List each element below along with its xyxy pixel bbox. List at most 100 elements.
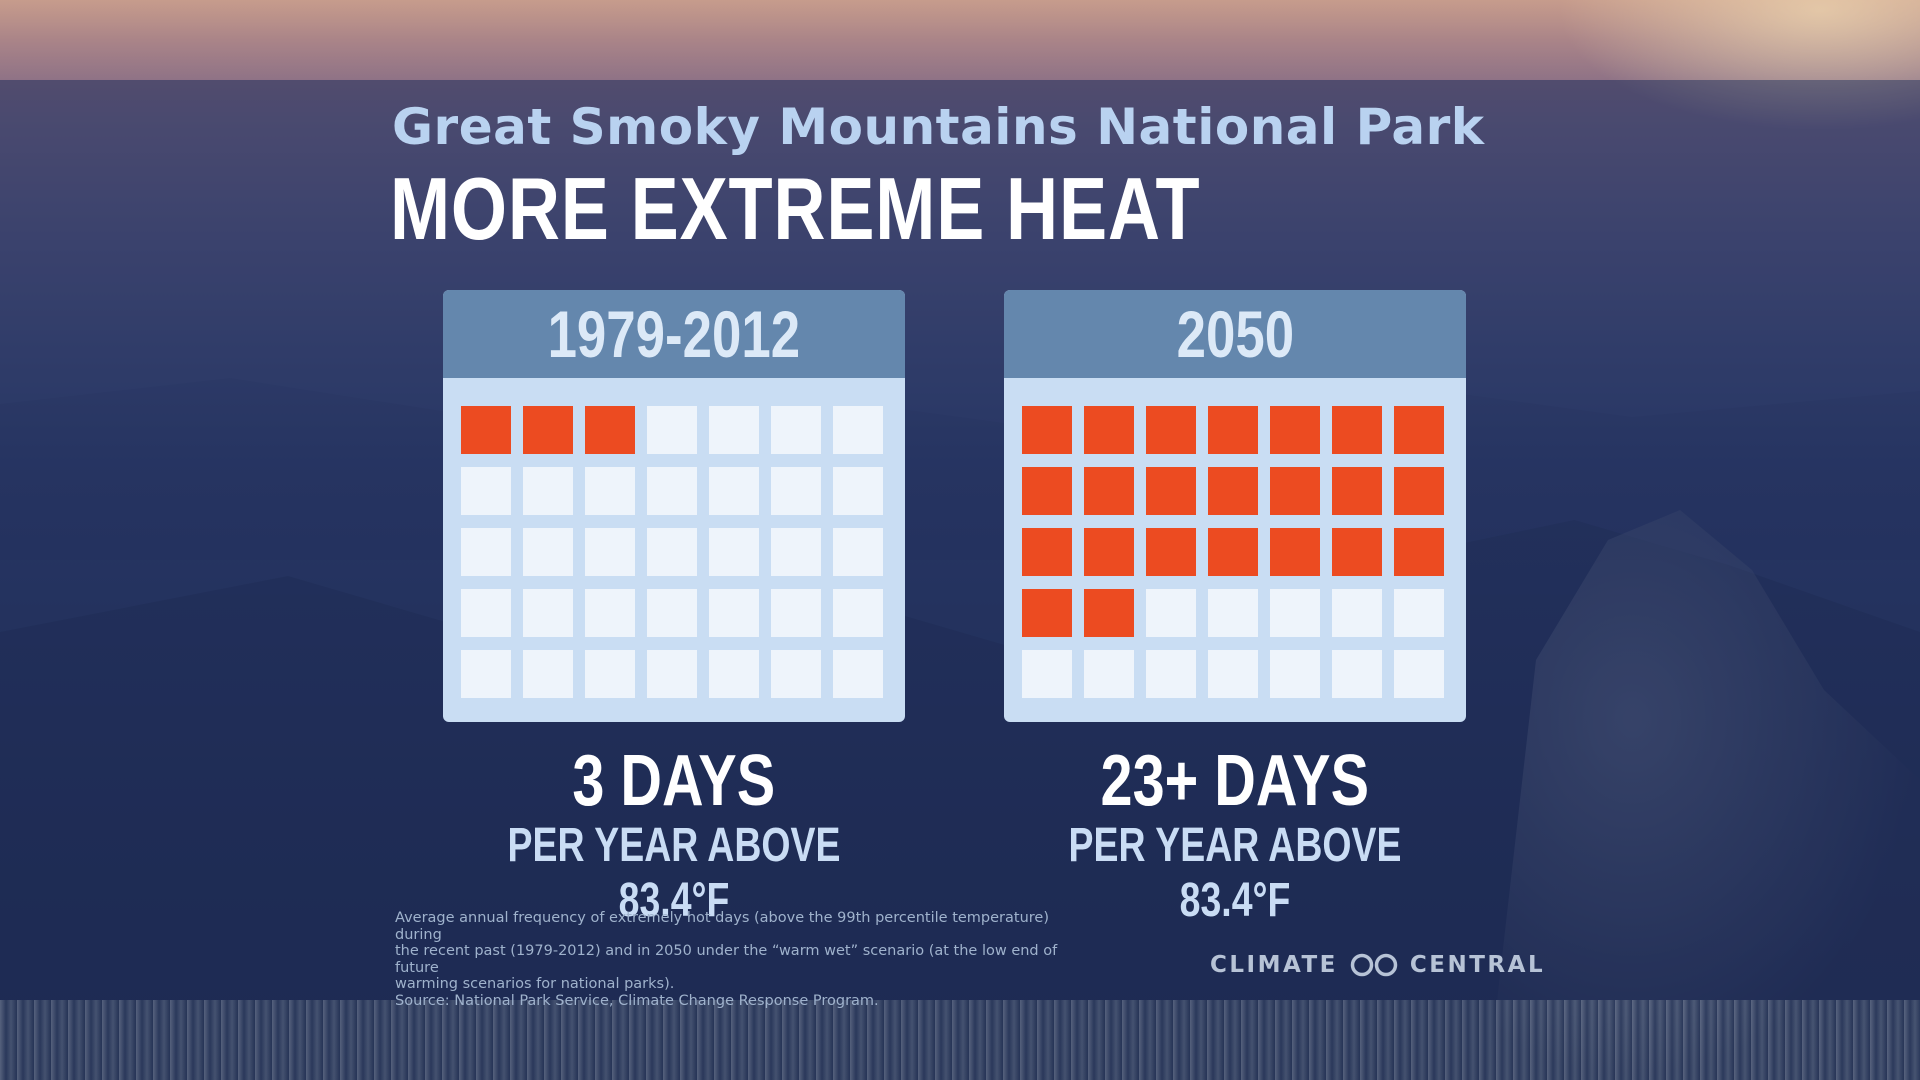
calendar-day: [771, 528, 821, 576]
calendar-day: [1394, 589, 1444, 637]
calendar-day: [833, 467, 883, 515]
footnote-line: warming scenarios for national parks).: [395, 976, 675, 992]
calendar-day: [1022, 650, 1072, 698]
blue-overlay-panel: [0, 80, 1920, 1000]
calendar-day-hot: [1022, 406, 1072, 454]
threshold-label-past: PER YEAR ABOVE 83.4°F: [443, 818, 905, 928]
calendar-day: [461, 589, 511, 637]
calendar-day: [647, 528, 697, 576]
calendar-day-hot: [1394, 467, 1444, 515]
calendar-day: [585, 589, 635, 637]
calendar-day: [1332, 650, 1382, 698]
calendar-day: [1146, 650, 1196, 698]
calendar-day-hot: [1084, 589, 1134, 637]
calendar-day-hot: [1022, 467, 1072, 515]
calendar-day: [1146, 589, 1196, 637]
calendar-day: [523, 467, 573, 515]
page-title: MORE EXTREME HEAT: [390, 159, 1201, 258]
calendar-day: [1084, 650, 1134, 698]
calendar-day: [833, 589, 883, 637]
calendar-day: [833, 406, 883, 454]
climate-central-logo: CLIMATE CENTRAL: [1210, 950, 1545, 980]
calendar-period-label: 2050: [1176, 297, 1294, 371]
calendar-day: [647, 467, 697, 515]
calendar-day-hot: [1208, 467, 1258, 515]
calendar-day: [647, 406, 697, 454]
calendar-day: [523, 528, 573, 576]
footnote-source: Source: National Park Service, Climate C…: [395, 992, 879, 1009]
calendar-past: 1979-2012: [443, 290, 905, 722]
footnote: Average annual frequency of extremely ho…: [395, 910, 1095, 1009]
calendar-header: 2050: [1004, 290, 1466, 378]
calendar-day: [461, 650, 511, 698]
footnote-line: Average annual frequency of extremely ho…: [395, 910, 1049, 943]
calendar-day-hot: [1208, 528, 1258, 576]
calendar-day-hot: [1084, 467, 1134, 515]
calendar-day: [461, 467, 511, 515]
calendar-day: [709, 528, 759, 576]
footnote-line: the recent past (1979-2012) and in 2050 …: [395, 943, 1058, 976]
calendar-day-hot: [1270, 467, 1320, 515]
calendar-day-hot: [585, 406, 635, 454]
threshold-label: PER YEAR ABOVE 83.4°F: [507, 819, 841, 927]
calendar-day: [647, 589, 697, 637]
calendar-day-hot: [1146, 467, 1196, 515]
calendar-period-label: 1979-2012: [547, 297, 801, 371]
hot-days-count-label: 3 DAYS: [572, 741, 776, 821]
calendar-day: [585, 528, 635, 576]
calendar-header: 1979-2012: [443, 290, 905, 378]
calendar-day-hot: [461, 406, 511, 454]
calendar-day-hot: [523, 406, 573, 454]
threshold-label-2050: PER YEAR ABOVE 83.4°F: [1004, 818, 1466, 928]
calendar-day-hot: [1146, 406, 1196, 454]
calendar-day: [1208, 650, 1258, 698]
hot-days-count-past: 3 DAYS: [443, 740, 905, 822]
calendar-day: [771, 650, 821, 698]
hot-days-count-label: 23+ DAYS: [1100, 741, 1370, 821]
calendar-day-hot: [1270, 528, 1320, 576]
forest-strip: [0, 1000, 1920, 1080]
calendar-day-grid: [461, 406, 883, 698]
calendar-day: [585, 467, 635, 515]
hot-days-count-2050: 23+ DAYS: [1004, 740, 1466, 822]
calendar-day: [1332, 589, 1382, 637]
calendar-day-hot: [1084, 528, 1134, 576]
sunset-sky: [0, 0, 1920, 80]
calendar-day: [833, 528, 883, 576]
calendar-day: [647, 650, 697, 698]
calendar-day: [1270, 589, 1320, 637]
calendar-day: [833, 650, 883, 698]
calendar-day: [709, 406, 759, 454]
calendar-day-hot: [1022, 589, 1072, 637]
park-name-subtitle: Great Smoky Mountains National Park: [392, 98, 1485, 156]
calendar-day: [523, 589, 573, 637]
threshold-label: PER YEAR ABOVE 83.4°F: [1068, 819, 1402, 927]
calendar-day: [709, 589, 759, 637]
calendar-day-hot: [1394, 528, 1444, 576]
calendar-day: [461, 528, 511, 576]
calendar-day-hot: [1022, 528, 1072, 576]
calendar-day-hot: [1208, 406, 1258, 454]
calendar-day: [771, 467, 821, 515]
calendar-day-grid: [1022, 406, 1444, 698]
calendar-day: [585, 650, 635, 698]
calendar-day-hot: [1270, 406, 1320, 454]
calendar-day-hot: [1332, 528, 1382, 576]
calendar-day: [771, 589, 821, 637]
logo-text-left: CLIMATE: [1210, 952, 1338, 978]
calendar-2050: 2050: [1004, 290, 1466, 722]
calendar-day-hot: [1084, 406, 1134, 454]
calendar-day: [771, 406, 821, 454]
calendar-day: [523, 650, 573, 698]
calendar-day-hot: [1332, 467, 1382, 515]
calendar-day: [709, 650, 759, 698]
logo-text-right: CENTRAL: [1409, 952, 1546, 978]
calendar-day: [1394, 650, 1444, 698]
calendar-day-hot: [1394, 406, 1444, 454]
calendar-day-hot: [1332, 406, 1382, 454]
calendar-day: [1270, 650, 1320, 698]
calendar-day: [709, 467, 759, 515]
calendar-day: [1208, 589, 1258, 637]
calendar-day-hot: [1146, 528, 1196, 576]
climate-central-infinity-icon: [1350, 953, 1398, 977]
